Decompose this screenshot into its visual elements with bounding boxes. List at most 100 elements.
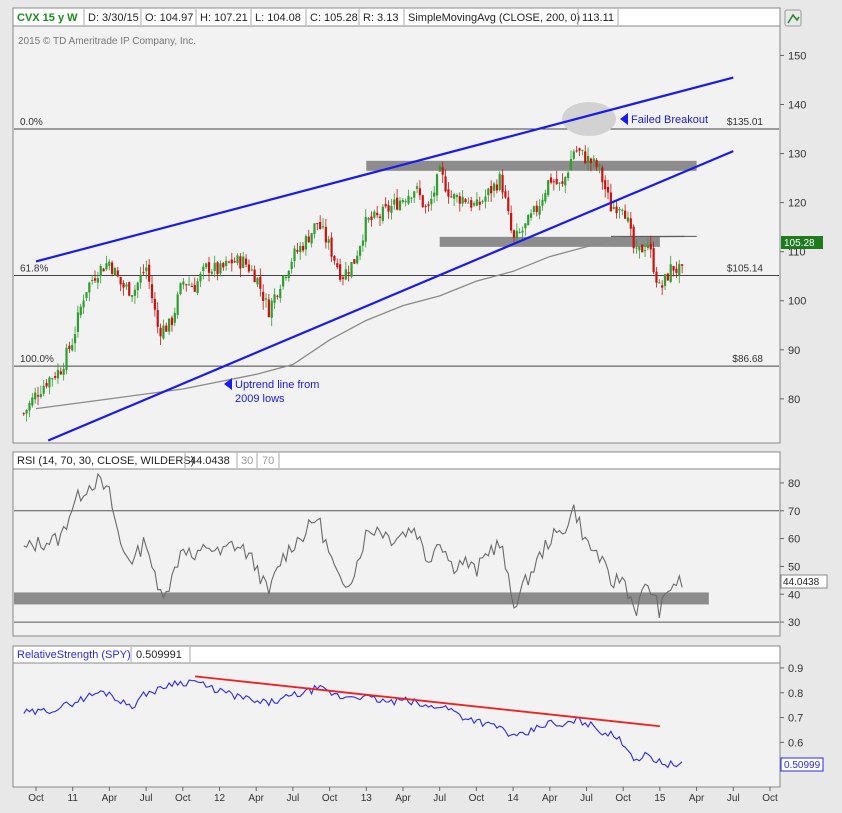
candle-body bbox=[111, 262, 114, 274]
candle-body bbox=[116, 270, 119, 277]
candle-body bbox=[638, 246, 641, 251]
candle-body bbox=[635, 247, 638, 249]
candle-body bbox=[262, 291, 265, 301]
candle-body bbox=[578, 148, 581, 151]
candle-body bbox=[339, 264, 342, 280]
candle-body bbox=[344, 269, 347, 280]
rsi-y-tick-label: 60 bbox=[788, 534, 800, 546]
failed-breakout-annotation: Failed Breakout bbox=[620, 113, 708, 126]
candle-body bbox=[646, 245, 650, 248]
candle-body bbox=[36, 395, 40, 397]
rsi-high-level: 70 bbox=[262, 455, 274, 467]
candle-body bbox=[626, 217, 630, 222]
candle-body bbox=[293, 248, 296, 261]
candle-body bbox=[529, 213, 533, 218]
rsi-low-level: 30 bbox=[241, 455, 253, 467]
candle-body bbox=[561, 181, 564, 184]
candle-body bbox=[643, 250, 647, 252]
x-tick-label: Oct bbox=[28, 793, 44, 804]
header-range: R: 3.13 bbox=[363, 12, 398, 24]
arrow-left-icon bbox=[224, 378, 232, 390]
candle-body bbox=[681, 264, 684, 266]
candle-body bbox=[34, 392, 37, 400]
price-y-tick-label: 150 bbox=[788, 50, 806, 62]
candle-body bbox=[185, 284, 188, 286]
candle-body bbox=[319, 222, 322, 229]
candle-body bbox=[555, 178, 558, 184]
candle-body bbox=[356, 255, 359, 264]
candle-body bbox=[404, 201, 407, 203]
candle-body bbox=[65, 347, 68, 370]
candle-body bbox=[598, 164, 601, 167]
candle-body bbox=[521, 230, 524, 233]
fib-level-right-label: $105.14 bbox=[727, 264, 764, 275]
rsi-panel-bg bbox=[12, 451, 781, 637]
candle-body bbox=[453, 194, 456, 199]
fib-level-left-label: 61.8% bbox=[20, 264, 48, 275]
candle-body bbox=[415, 186, 419, 189]
rsi-last-value: 44.0438 bbox=[783, 577, 820, 588]
candle-body bbox=[512, 230, 516, 238]
candle-body bbox=[341, 277, 345, 279]
candle-body bbox=[25, 409, 28, 414]
candle-body bbox=[544, 193, 547, 202]
candle-body bbox=[538, 206, 541, 215]
rs-y-tick-label: 0.8 bbox=[788, 688, 803, 700]
candle-body bbox=[567, 172, 570, 179]
candle-body bbox=[279, 289, 282, 298]
candle-body bbox=[42, 385, 45, 394]
arrow-left-icon bbox=[620, 113, 628, 125]
candle-body bbox=[336, 263, 339, 268]
price-y-tick-label: 90 bbox=[788, 345, 800, 357]
x-tick-label: Apr bbox=[102, 793, 118, 804]
candle-body bbox=[276, 295, 279, 297]
candle-body bbox=[145, 267, 148, 272]
rsi-title[interactable]: RSI (14, 70, 30, CLOSE, WILDERS) bbox=[17, 455, 194, 467]
header-indicator-label[interactable]: SimpleMovingAvg (CLOSE, 200, 0) bbox=[408, 12, 580, 24]
candle-body bbox=[595, 160, 598, 168]
price-y-tick-label: 100 bbox=[788, 296, 806, 308]
candle-body bbox=[381, 206, 384, 221]
x-tick-label: Apr bbox=[542, 793, 558, 804]
trendline-uptrend bbox=[47, 150, 734, 442]
candle-body bbox=[99, 265, 102, 277]
candle-body bbox=[504, 191, 507, 198]
candle-body bbox=[88, 282, 91, 293]
candle-body bbox=[267, 299, 270, 318]
resistance-bands bbox=[366, 160, 697, 247]
price-trendlines bbox=[35, 76, 734, 442]
candle-body bbox=[430, 198, 433, 205]
candle-body bbox=[661, 285, 664, 288]
candle-body bbox=[153, 298, 156, 310]
candle-body bbox=[447, 189, 450, 197]
header-symbol[interactable]: CVX 15 y W bbox=[17, 12, 78, 24]
candle-body bbox=[649, 243, 652, 250]
candle-body bbox=[304, 236, 308, 250]
candle-body bbox=[250, 269, 253, 271]
candle-body bbox=[641, 244, 644, 253]
x-tick-label: Oct bbox=[615, 793, 631, 804]
candle-body bbox=[102, 268, 105, 272]
candle-body bbox=[216, 262, 219, 275]
candle-body bbox=[592, 158, 595, 162]
rs-title[interactable]: RelativeStrength (SPY) bbox=[17, 649, 131, 661]
candle-body bbox=[159, 327, 162, 337]
uptrend-label-line1: Uptrend line from bbox=[235, 379, 319, 391]
candle-body bbox=[176, 294, 179, 315]
rsi-y-tick-label: 30 bbox=[788, 617, 800, 629]
candle-body bbox=[136, 282, 139, 291]
candle-body bbox=[424, 206, 427, 208]
x-tick-label: Apr bbox=[395, 793, 411, 804]
candle-body bbox=[313, 223, 316, 235]
candle-body bbox=[253, 269, 256, 283]
settings-icon[interactable] bbox=[784, 9, 802, 27]
x-tick-label: Jul bbox=[433, 793, 446, 804]
candle-body bbox=[270, 300, 273, 318]
candle-body bbox=[324, 226, 327, 243]
candle-body bbox=[68, 345, 71, 349]
candle-body bbox=[190, 285, 194, 287]
candle-body bbox=[658, 282, 661, 284]
candle-body bbox=[299, 245, 302, 253]
candle-body bbox=[227, 261, 231, 263]
